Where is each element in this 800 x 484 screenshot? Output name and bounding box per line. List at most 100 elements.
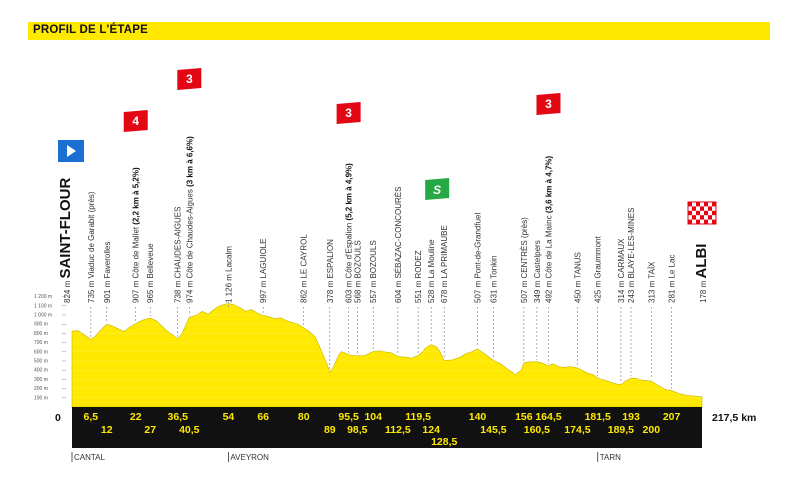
climb-category: 3 [545,97,552,111]
climb-badge [336,102,361,124]
km-top-label: 193 [622,411,640,423]
km-top-label: 164,5 [535,411,561,423]
km-band: 0 6,5 22 36,5 54 66 80 95,5 104 119,5 140 156 164,5 1… [55,407,756,448]
climb-badge [123,110,148,132]
place-label: 178 m ALBI [693,244,710,303]
y-tick-label: 100 m [34,395,48,401]
y-tick-label: 600 m [34,349,48,355]
km-top-label: 181,5 [585,411,611,423]
elevation-area [71,303,703,408]
finish-flag-square [712,202,716,207]
km-bottom-label: 124 [422,424,440,436]
place-label: 557 m BOZOULS [369,240,378,303]
department-label: TARN [600,453,621,462]
y-tick-label: 900 m [34,322,48,328]
km-top-label: 207 [663,411,681,423]
page-title: PROFIL DE L'ÉTAPE [33,24,148,36]
km-bottom-label: 12 [101,424,113,436]
department-label: AVEYRON [230,453,269,462]
finish-flag-square [696,219,700,224]
y-tick-label: 500 m [34,359,48,365]
y-tick-label: 300 m [34,377,48,383]
km-bottom-label: 174,5 [564,424,590,436]
km-top-label: 36,5 [168,411,189,423]
place-label: 678 m LA PRIMAUBE [440,225,449,303]
km-top-label: 80 [298,411,310,423]
finish-flag-square [700,215,704,220]
km-bottom-label: 89 [324,424,336,436]
km-top-label: 22 [130,411,142,423]
finish-flag-square [704,210,708,216]
place-label: 314 m CARMAUX [617,238,626,303]
km-top-label: 54 [223,411,235,423]
total-distance: 217,5 km [712,412,756,424]
place-label: 738 m CHAUDES-AIGUES [174,207,183,303]
km-top-label: 140 [469,411,487,423]
finish-flag-square [692,206,696,211]
place-label: 735 m Viaduc de Garabit (près) [87,191,96,303]
place-label: 378 m ESPALION [326,239,335,303]
y-tick-label: 700 m [34,340,48,346]
department-label: CANTAL [74,453,106,462]
y-tick-label: 1 100 m [34,303,52,309]
finish-flag-square [712,210,716,216]
place-label: 824 m SAINT-FLOUR [57,178,74,303]
y-tick-label: 800 m [34,331,48,337]
place-label: 901 m Faverolles [103,242,112,303]
finish-flag-square [708,206,712,211]
y-tick-label: 1 200 m [34,294,52,300]
km-top-label: 156 [515,411,533,423]
place-label: 450 m TANUS [573,252,582,303]
finish-flag-square [688,202,692,207]
finish-flag-square [704,219,708,224]
y-tick-label: 200 m [34,386,48,392]
km-bottom-label: 40,5 [179,424,200,436]
place-label: 507 m Pont-de-Grandfuel [474,213,483,303]
place-label: 349 m Castelpers [533,240,542,303]
finish-flag-square [696,210,700,216]
place-leader-lines [90,301,672,389]
km-top-label: 104 [364,411,382,423]
climb-badge [536,93,561,115]
km-bottom-label: 112,5 [385,424,411,436]
finish-flag-square [708,215,712,220]
km-bottom-label: 160,5 [524,424,550,436]
place-label: 568 m BOZOULS [353,240,362,303]
finish-flag-icon [687,201,717,225]
sprint-badge [425,178,450,200]
finish-flag-bg [687,201,717,225]
title-bar: PROFIL DE L'ÉTAPE [28,22,770,40]
place-label: 631 m Tonkin [489,256,498,303]
start-arrow-icon [67,145,76,157]
finish-flag-square [688,210,692,216]
profile-layer [71,303,703,408]
finish-flag-square [696,202,700,207]
place-label: 425 m Graummont [594,236,603,303]
finish-flag-square [712,219,716,224]
km-bottom-label: 200 [643,424,661,436]
place-label: 1 126 m Lacalm [224,246,233,303]
km-bottom-label: 98,5 [347,424,368,436]
finish-flag-square [700,206,704,211]
place-label: 974 m Côte de Chaudes-Aigues (3 km à 6,6… [185,136,194,303]
finish-flag-square [704,202,708,207]
km-bottom2-label: 128,5 [431,436,457,448]
y-axis: 100 m 200 m 300 m 400 m 500 m 600 m 700 m 800 m… [34,294,66,401]
climb-category: 3 [345,106,352,120]
km-zero: 0 [55,412,61,424]
sprint-label: S [433,183,441,197]
y-tick-label: 400 m [34,368,48,374]
km-top-label: 119,5 [405,411,431,423]
place-label: 862 m LE CAYROL [300,234,309,303]
place-label: 528 m La Mouline [427,239,436,303]
place-label: 507 m CENTRÈS (près) [520,217,529,303]
climb-badge [177,68,202,90]
place-label: 313 m TAÏX [647,261,656,303]
place-label: 907 m Côte de Mallet (2,2 km à 5,2%) [132,167,141,303]
place-label: 243 m BLAYE-LES-MINES [627,208,636,303]
place-labels: 824 m SAINT-FLOUR 735 m Viaduc de Garabit… [57,136,710,303]
place-label: 281 m Le Lac [668,255,677,303]
finish-flag-square [688,219,692,224]
km-band-rect [72,407,702,448]
